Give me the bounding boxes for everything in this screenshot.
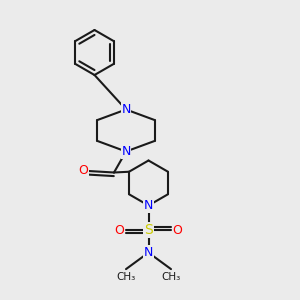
Text: N: N bbox=[121, 103, 131, 116]
Text: N: N bbox=[144, 246, 153, 259]
Text: N: N bbox=[121, 145, 131, 158]
Text: O: O bbox=[173, 224, 182, 237]
Text: CH₃: CH₃ bbox=[116, 272, 136, 281]
Text: CH₃: CH₃ bbox=[161, 272, 181, 281]
Text: S: S bbox=[144, 223, 153, 237]
Text: N: N bbox=[144, 199, 153, 212]
Text: O: O bbox=[78, 164, 88, 178]
Text: O: O bbox=[115, 224, 124, 237]
